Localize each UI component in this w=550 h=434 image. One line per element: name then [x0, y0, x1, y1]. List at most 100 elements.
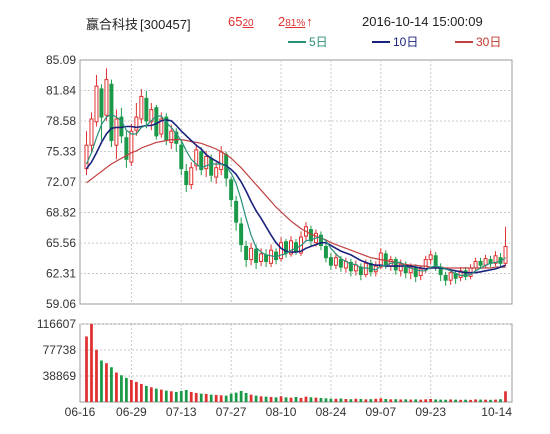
candle-body — [169, 130, 174, 143]
volume-bar — [234, 392, 238, 402]
volume-bar — [164, 390, 168, 402]
candle-body — [249, 247, 254, 261]
candle-body — [154, 107, 159, 137]
price-tick-label: 62.31 — [46, 267, 76, 281]
candle-body — [204, 155, 209, 170]
candle-body — [338, 259, 343, 268]
candle-body — [463, 270, 468, 277]
volume-bar — [294, 396, 298, 402]
volume-bar — [439, 399, 443, 402]
candle-body — [284, 241, 289, 254]
candle-body — [214, 167, 219, 178]
stock-title: 赢合科技 [300457] — [86, 14, 191, 33]
date-tick-label: 07-27 — [216, 405, 247, 419]
candle-body — [393, 259, 398, 271]
volume-bar — [105, 363, 108, 402]
volume-bar — [504, 391, 507, 402]
stock-name: 赢合科技 — [86, 17, 139, 32]
date-tick-label: 09-23 — [415, 405, 446, 419]
date-tick-label: 08-10 — [266, 405, 297, 419]
price-tick-label: 65.56 — [46, 236, 76, 250]
volume-bar — [349, 399, 353, 402]
legend-ma10: 10日 — [372, 33, 418, 50]
price-tick-label: 68.82 — [46, 206, 76, 220]
candle-body — [358, 266, 363, 276]
candle-body — [189, 167, 194, 186]
candle-body — [194, 149, 199, 167]
ma30-line — [86, 139, 506, 269]
volume-bar — [209, 394, 213, 402]
volume-bar — [284, 397, 288, 402]
candle-body — [134, 116, 139, 131]
candle-body — [328, 257, 333, 266]
volume-bar — [454, 399, 457, 402]
volume-bar — [299, 397, 303, 402]
volume-bar — [399, 399, 403, 402]
candle-body — [318, 234, 323, 247]
change-main: 2 — [278, 14, 286, 29]
legend-ma5-label: 5日 — [309, 35, 328, 49]
volume-tick-label: 77738 — [43, 343, 77, 357]
chart-header: 赢合科技 [300457] 6520 281%↑ 2016-10-14 15:00… — [0, 0, 550, 50]
volume-bar — [484, 399, 487, 402]
ma30-line-swatch — [455, 40, 473, 43]
volume-bar — [85, 336, 88, 402]
volume-bar — [409, 399, 413, 402]
volume-bar — [125, 377, 128, 402]
volume-bar — [479, 399, 482, 402]
volume-bar — [304, 396, 308, 402]
legend-ma30-label: 30日 — [476, 35, 502, 49]
volume-bar — [404, 399, 408, 402]
date-tick-label: 09-07 — [365, 405, 396, 419]
volume-bar — [449, 399, 453, 402]
candle-body — [109, 83, 114, 142]
volume-bar — [434, 399, 438, 402]
candle-body — [279, 242, 284, 260]
volume-bar — [379, 398, 383, 402]
candle-body — [333, 257, 338, 266]
current-price: 6520 — [228, 14, 254, 29]
candle-body — [403, 264, 408, 274]
candle-body — [234, 200, 239, 223]
volume-bar — [199, 393, 203, 402]
candle-body — [139, 95, 144, 120]
candle-body — [114, 118, 119, 146]
volume-bar — [90, 324, 93, 402]
volume-bar — [419, 399, 423, 402]
volume-bar — [139, 383, 143, 402]
volume-bar — [389, 399, 393, 402]
ma5-line-swatch — [288, 40, 306, 43]
volume-panel-frame — [79, 323, 513, 403]
candle-body — [99, 88, 104, 118]
price-sub: 20 — [242, 18, 254, 29]
candle-body — [289, 240, 294, 255]
volume-bar — [329, 398, 333, 402]
candle-body — [383, 253, 388, 266]
volume-bar — [344, 398, 348, 402]
candle-body — [129, 130, 134, 163]
date-tick-label: 10-14 — [481, 405, 512, 419]
candle-body — [244, 245, 249, 261]
date-tick-label: 07-13 — [166, 405, 197, 419]
legend-ma5: 5日 — [288, 33, 328, 50]
candle-body — [448, 272, 453, 281]
volume-bar — [469, 399, 472, 402]
volume-bar — [309, 397, 313, 402]
timestamp: 2016-10-14 15:00:09 — [362, 14, 483, 29]
volume-bar — [369, 399, 373, 402]
volume-bar — [319, 397, 323, 402]
volume-bar — [359, 398, 363, 402]
candle-body — [159, 118, 164, 135]
volume-bar — [324, 398, 328, 402]
candle-body — [423, 259, 428, 270]
volume-bar — [219, 395, 223, 402]
volume-bar — [174, 391, 178, 402]
volume-tick-label: 116607 — [37, 317, 76, 331]
volume-bar — [289, 397, 293, 402]
volume-bar — [429, 398, 433, 402]
volume-bar — [364, 399, 368, 402]
date-tick-label: 06-16 — [65, 405, 96, 419]
volume-bar — [229, 393, 233, 402]
candle-body — [124, 137, 129, 160]
